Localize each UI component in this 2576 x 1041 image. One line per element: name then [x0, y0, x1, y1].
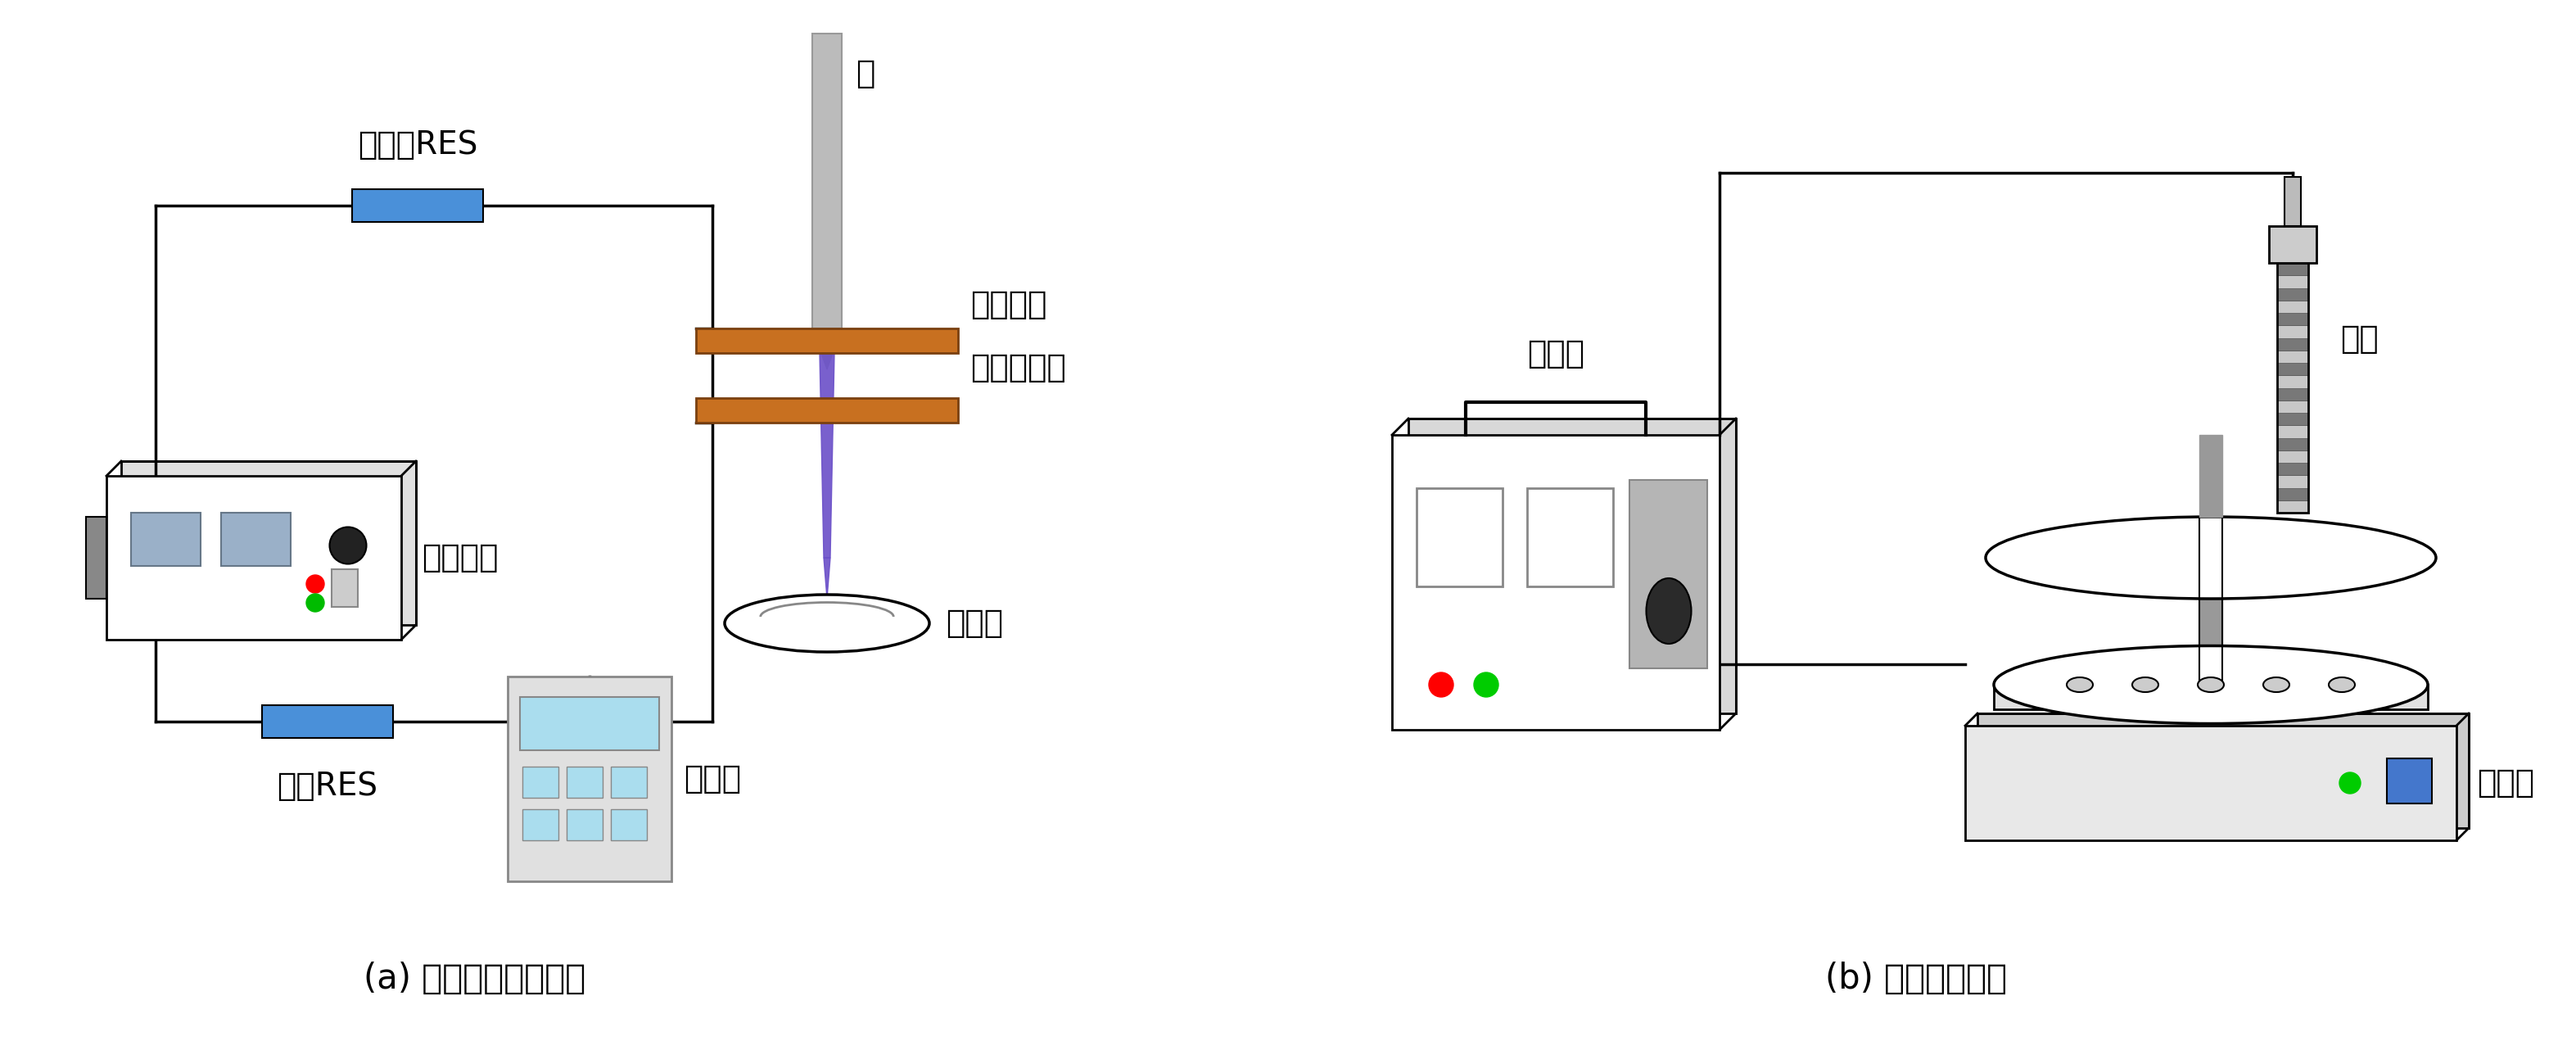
- Ellipse shape: [330, 527, 366, 564]
- Polygon shape: [2200, 435, 2223, 516]
- Bar: [1965, 726, 2458, 840]
- Circle shape: [307, 593, 325, 612]
- Bar: [2277, 476, 2308, 488]
- Bar: [2277, 313, 2308, 326]
- Bar: [2269, 226, 2316, 263]
- Ellipse shape: [1646, 578, 1692, 643]
- Bar: [611, 809, 647, 840]
- Bar: [696, 398, 958, 423]
- Bar: [131, 513, 201, 566]
- Ellipse shape: [1986, 516, 2437, 599]
- Polygon shape: [819, 353, 835, 558]
- Ellipse shape: [2066, 678, 2092, 692]
- Text: 氙灯: 氙灯: [2339, 323, 2378, 354]
- Text: 万用表: 万用表: [683, 763, 742, 794]
- Bar: [2277, 438, 2308, 451]
- Bar: [2277, 351, 2308, 363]
- Text: 控制器: 控制器: [1528, 338, 1584, 370]
- Bar: [523, 766, 559, 797]
- Circle shape: [1430, 672, 1453, 697]
- Bar: [1391, 435, 1721, 730]
- Bar: [222, 513, 291, 566]
- Bar: [2277, 376, 2308, 388]
- Bar: [611, 766, 647, 797]
- Bar: [2277, 463, 2308, 476]
- Bar: [2277, 288, 2308, 301]
- Polygon shape: [824, 558, 829, 599]
- Bar: [2277, 263, 2308, 276]
- Text: 针: 针: [855, 58, 876, 90]
- Bar: [507, 677, 672, 882]
- Ellipse shape: [724, 594, 930, 652]
- Bar: [2277, 338, 2308, 351]
- Text: (a) 辉光放电等离子体: (a) 辉光放电等离子体: [363, 962, 585, 996]
- Bar: [2277, 388, 2308, 401]
- Bar: [2388, 759, 2432, 804]
- Ellipse shape: [2133, 678, 2159, 692]
- Bar: [2277, 326, 2308, 338]
- Bar: [1978, 713, 2468, 828]
- Bar: [2277, 276, 2308, 288]
- Bar: [353, 189, 484, 222]
- Bar: [2277, 426, 2308, 438]
- Bar: [1631, 480, 1708, 668]
- Text: 反应器: 反应器: [945, 608, 1002, 639]
- Ellipse shape: [1994, 645, 2427, 723]
- Circle shape: [307, 575, 325, 593]
- Bar: [2277, 401, 2308, 413]
- Bar: [567, 809, 603, 840]
- Bar: [2277, 413, 2308, 426]
- Bar: [121, 461, 415, 625]
- Bar: [2277, 263, 2308, 513]
- Text: (b) 光化学反应仪: (b) 光化学反应仪: [1824, 962, 2007, 996]
- Bar: [520, 697, 659, 751]
- Text: 镇流器RES: 镇流器RES: [358, 129, 477, 160]
- Text: 等离子射流: 等离子射流: [971, 352, 1066, 383]
- Bar: [696, 328, 958, 353]
- Circle shape: [2339, 772, 2360, 793]
- Bar: [1417, 488, 1502, 586]
- Bar: [811, 33, 842, 328]
- Bar: [85, 516, 106, 599]
- Bar: [1409, 418, 1736, 713]
- Bar: [1994, 685, 2427, 709]
- Polygon shape: [811, 328, 842, 370]
- Ellipse shape: [2197, 678, 2223, 692]
- Bar: [2277, 501, 2308, 513]
- Circle shape: [1473, 672, 1499, 697]
- Bar: [567, 766, 603, 797]
- Bar: [332, 569, 358, 607]
- Polygon shape: [2200, 516, 2223, 685]
- Text: 稳电压源: 稳电压源: [422, 542, 497, 574]
- Ellipse shape: [2264, 678, 2290, 692]
- Bar: [2277, 363, 2308, 376]
- Text: 反应器: 反应器: [2478, 767, 2535, 798]
- Text: 阴极循环: 阴极循环: [971, 289, 1046, 321]
- Text: 检验RES: 检验RES: [278, 770, 379, 802]
- Bar: [263, 705, 394, 738]
- Bar: [2277, 451, 2308, 463]
- Bar: [1528, 488, 1613, 586]
- Bar: [523, 809, 559, 840]
- Bar: [2277, 301, 2308, 313]
- Bar: [106, 476, 402, 639]
- Ellipse shape: [2329, 678, 2354, 692]
- Bar: [2277, 488, 2308, 501]
- Bar: [2285, 177, 2300, 226]
